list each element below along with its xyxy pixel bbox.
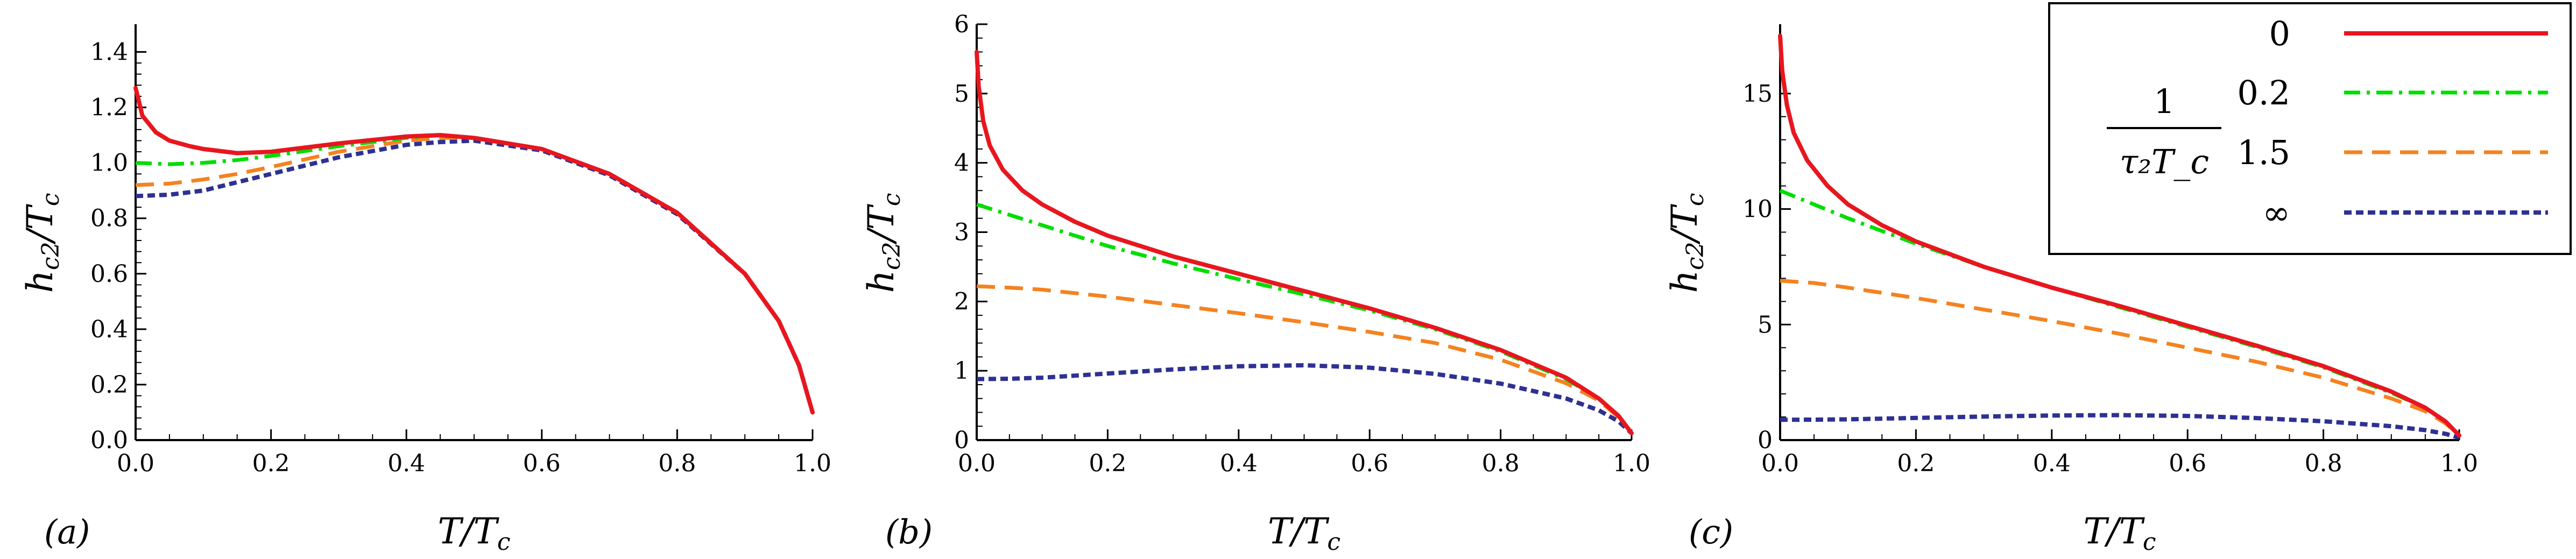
series-line-0.2	[135, 133, 815, 413]
x-tick-label: 1.0	[1613, 450, 1650, 477]
y-tick-label: 0	[954, 427, 969, 454]
x-tick-label: 0.0	[1761, 450, 1799, 477]
y-tick-label: 4	[954, 150, 969, 177]
x-tick-label: 1.0	[794, 450, 831, 477]
series-line-0	[975, 49, 1634, 436]
y-tick-label: 1.2	[90, 94, 128, 122]
y-tick-label: 1	[954, 357, 969, 385]
y-tick-label: 0.8	[90, 205, 128, 232]
panel-c: 0.0 0.2 0.4 0.6 0.8 1.0 0 5 10 15 T/Tc hc2/Tc (c)	[1664, 24, 2478, 556]
x-tick-label: 0.8	[1482, 450, 1520, 477]
legend-label-1.5: 1.5	[2237, 133, 2290, 172]
legend-label-0: 0	[2269, 14, 2290, 53]
x-tick-label: 0.0	[117, 450, 154, 477]
panel-b: 0.0 0.2 0.4 0.6 0.8 1.0 0 1 2 3 4 5 6 T/Tc hc2/Tc (b)	[860, 11, 1650, 556]
x-tick-label: 0.2	[1897, 450, 1935, 477]
y-tick-label: 2	[954, 288, 969, 315]
x-tick-label: 0.4	[1220, 450, 1258, 477]
series-line-∞	[135, 138, 815, 413]
y-tick-label: 5	[954, 80, 969, 108]
series-line-∞	[976, 363, 1633, 435]
y-tick-label: 0.6	[90, 260, 128, 288]
y-tick-label: 5	[1758, 311, 1773, 338]
y-tick-label: 15	[1742, 80, 1773, 108]
x-tick-label: 0.6	[1351, 450, 1388, 477]
x-tick-label: 0.4	[2033, 450, 2071, 477]
y-axis-label: hc2/Tc	[860, 193, 906, 293]
x-axis-label: T/Tc	[1268, 511, 1340, 556]
x-tick-label: 0.8	[2305, 450, 2342, 477]
y-tick-label: 3	[954, 219, 969, 246]
legend-title-numerator: 1	[2154, 82, 2175, 121]
x-tick-label: 0.8	[658, 450, 696, 477]
y-axis-label: hc2/Tc	[1664, 193, 1709, 293]
x-tick-label: 0.6	[523, 450, 561, 477]
x-tick-label: 0.6	[2169, 450, 2206, 477]
y-tick-label: 0.2	[90, 371, 128, 399]
legend-label-0.2: 0.2	[2237, 73, 2290, 112]
legend-label-∞: ∞	[2262, 193, 2290, 232]
x-axis-label: T/Tc	[438, 511, 511, 556]
x-axis-label: T/Tc	[2084, 511, 2156, 556]
y-tick-label: 0	[1758, 427, 1773, 454]
y-tick-label: 0.0	[90, 427, 128, 454]
panel-a: 0.0 0.2 0.4 0.6 0.8 1.0 0.0 0.2 0.4 0.6 0.8 1.0 1.2 1…	[19, 24, 831, 556]
y-tick-label: 1.4	[90, 39, 128, 66]
x-tick-label: 1.0	[2440, 450, 2478, 477]
series-line-1.5	[976, 284, 1633, 435]
legend-title-denominator: τ₂T_c	[2120, 142, 2209, 181]
series-line-∞	[1780, 413, 2460, 440]
y-axis-label: hc2/Tc	[19, 193, 65, 293]
panel-label: (c)	[1689, 512, 1733, 551]
series-line-1.5	[1780, 279, 2461, 437]
panel-label: (a)	[44, 512, 90, 551]
series-line-0.2	[976, 202, 1633, 435]
series-line-0	[133, 86, 815, 415]
x-tick-label: 0.0	[958, 450, 996, 477]
legend: 1 τ₂T_c 0 0.2 1.5 ∞	[2048, 2, 2572, 255]
y-tick-label: 0.4	[90, 316, 128, 343]
y-tick-label: 1.0	[90, 150, 128, 177]
y-tick-label: 6	[954, 11, 969, 38]
y-tick-label: 10	[1742, 196, 1773, 223]
x-tick-label: 0.2	[1089, 450, 1126, 477]
series-line-0	[1778, 33, 2461, 438]
series-line-1.5	[135, 136, 815, 413]
x-tick-label: 0.2	[252, 450, 290, 477]
panel-label: (b)	[885, 512, 933, 551]
x-tick-label: 0.4	[387, 450, 425, 477]
